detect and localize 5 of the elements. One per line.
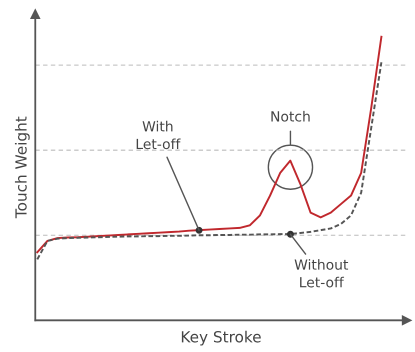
x-axis-title: Key Stroke [182, 330, 261, 346]
annotation: With Let-off [136, 120, 181, 150]
annotation: Notch [271, 110, 310, 122]
y-axis-title: Touch Weight [14, 116, 30, 218]
annotation: Without Let-off [294, 259, 348, 288]
